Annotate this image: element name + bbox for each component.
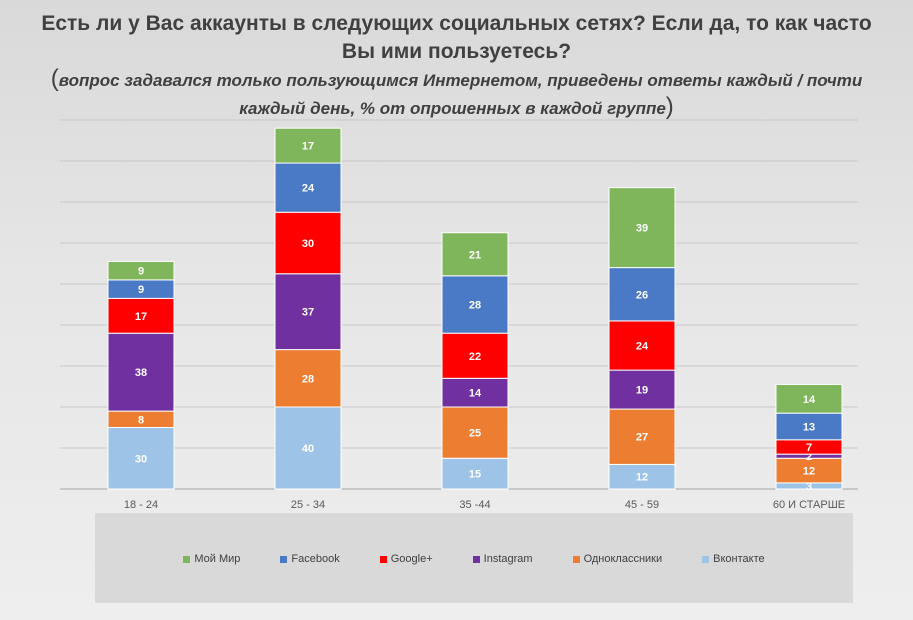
bar-segment	[274, 127, 342, 164]
legend-item: Google+	[379, 550, 433, 568]
legend-item: Instagram	[472, 550, 533, 568]
bar-segment	[608, 267, 676, 322]
legend-label: Одноклассники	[583, 553, 663, 565]
x-tick-label: 18 - 24	[124, 499, 158, 511]
data-label: 2	[806, 451, 812, 463]
legend-swatch	[702, 555, 710, 563]
data-label: 7	[806, 442, 812, 454]
legend-label: Instagram	[483, 553, 533, 565]
data-label: 9	[138, 266, 144, 278]
bar-segment	[274, 273, 342, 351]
bar-segment	[608, 320, 676, 371]
data-label: 12	[803, 466, 815, 478]
data-label: 15	[469, 469, 481, 481]
bar-segment	[608, 187, 676, 269]
legend-item: Facebook	[280, 550, 340, 568]
chart-title-block: Есть ли у Вас аккаунты в следующих социа…	[40, 10, 873, 122]
data-label: 14	[469, 388, 482, 400]
legend-item: Вконтакте	[702, 550, 765, 568]
bar-segment	[441, 332, 509, 379]
legend-item: Одноклассники	[572, 550, 663, 568]
chart-subtitle: вопрос задавался только пользующимся Инт…	[58, 71, 863, 118]
bar-segment	[608, 463, 676, 490]
data-label: 26	[636, 289, 648, 301]
data-label: 40	[302, 443, 314, 455]
x-tick-label: 60 И СТАРШЕ	[773, 499, 845, 511]
legend-label: Вконтакте	[713, 553, 765, 565]
legend-swatch	[183, 555, 191, 563]
data-label: 30	[302, 238, 314, 250]
data-label: 28	[302, 373, 314, 385]
bar-segment	[441, 406, 509, 459]
data-label: 17	[135, 311, 147, 323]
data-label: 17	[302, 141, 314, 153]
data-label: 14	[803, 394, 816, 406]
bar-segment	[274, 211, 342, 275]
bar-segment	[608, 369, 676, 410]
x-tick-label: 35 -44	[459, 499, 490, 511]
bar-segment	[274, 162, 342, 213]
bar-segment	[441, 232, 509, 277]
data-label: 19	[636, 385, 648, 397]
data-label: 21	[469, 249, 481, 261]
data-label: 12	[636, 472, 648, 484]
data-label: 24	[636, 341, 649, 353]
data-label: 8	[138, 414, 144, 426]
legend-swatch	[472, 555, 480, 563]
legend-swatch	[280, 555, 288, 563]
bar-segment	[274, 406, 342, 490]
chart-subtitle-block: (вопрос задавался только пользующимся Ин…	[40, 66, 873, 122]
bar-segment	[775, 457, 843, 484]
chart-legend: Мой Мир Facebook Google+ Instagram Однокласс…	[95, 550, 853, 568]
bar-segment	[775, 412, 843, 441]
legend-swatch	[379, 555, 387, 563]
data-label: 9	[138, 284, 144, 296]
bar-segment	[441, 275, 509, 334]
bar-segment	[775, 383, 843, 414]
data-label: 28	[469, 300, 481, 312]
legend-swatch	[572, 555, 580, 563]
legend-label: Мой Мир	[194, 553, 241, 565]
bar-segment	[441, 457, 509, 490]
bar-segment	[107, 260, 175, 281]
data-label: 22	[469, 351, 481, 363]
x-tick-label: 25 - 34	[291, 499, 325, 511]
legend-label: Facebook	[291, 553, 340, 565]
chart-title: Есть ли у Вас аккаунты в следующих социа…	[41, 12, 872, 63]
bar-segment	[608, 408, 676, 465]
x-tick-label: 45 - 59	[625, 499, 659, 511]
data-label: 25	[469, 428, 481, 440]
bar-segment	[107, 427, 175, 490]
data-label: 27	[636, 432, 648, 444]
subtitle-close-paren: )	[665, 93, 674, 120]
legend-label: Google+	[390, 553, 433, 565]
subtitle-open-paren: (	[50, 65, 59, 92]
data-label: 38	[135, 367, 147, 379]
bar-segment	[274, 349, 342, 408]
legend-item: Мой Мир	[183, 550, 240, 568]
data-label: 39	[636, 223, 648, 235]
data-label: 24	[302, 183, 315, 195]
data-label: 30	[135, 453, 147, 465]
data-label: 3	[806, 481, 812, 493]
data-label: 37	[302, 307, 314, 319]
data-label: 13	[803, 421, 815, 433]
